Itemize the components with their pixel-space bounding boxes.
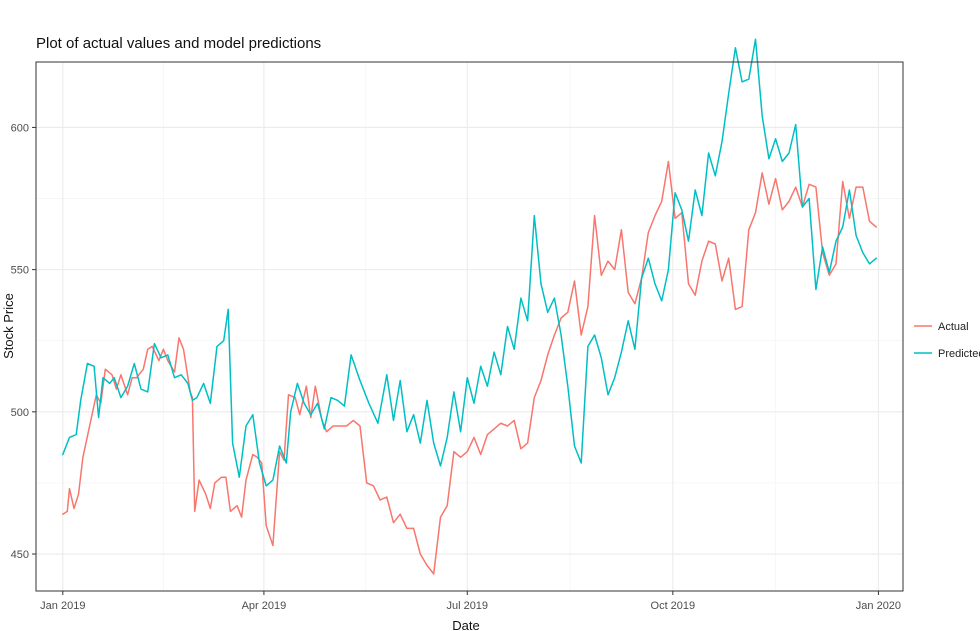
x-tick-label: Jan 2020 [856,600,901,612]
y-tick-label: 500 [11,407,29,419]
x-axis-title: Date [452,618,479,631]
y-tick-label: 600 [11,122,29,134]
series-line-actual [62,160,877,575]
legend-label-predicted: Predicted [938,348,980,360]
y-tick-label: 550 [11,265,29,277]
x-tick-label: Apr 2019 [242,600,287,612]
grid-major [36,62,903,591]
tick-labels: 450 500 550 600 Jan 2019 Apr 2019 Jul 2019 Oct … [11,122,901,612]
y-tick-label: 450 [11,549,29,561]
chart-title: Plot of actual values and model predicti… [36,35,321,52]
series-layer [62,38,877,575]
x-tick-label: Jan 2019 [40,600,85,612]
legend: Actual Predicted [914,321,980,360]
grid-minor [36,62,903,591]
series-line-predicted [62,38,877,487]
axis-ticks [32,126,879,595]
x-tick-label: Oct 2019 [651,600,696,612]
panel-border [35,61,904,592]
x-tick-label: Jul 2019 [446,600,488,612]
legend-label-actual: Actual [938,321,969,333]
y-axis-title: Stock Price [1,293,16,359]
